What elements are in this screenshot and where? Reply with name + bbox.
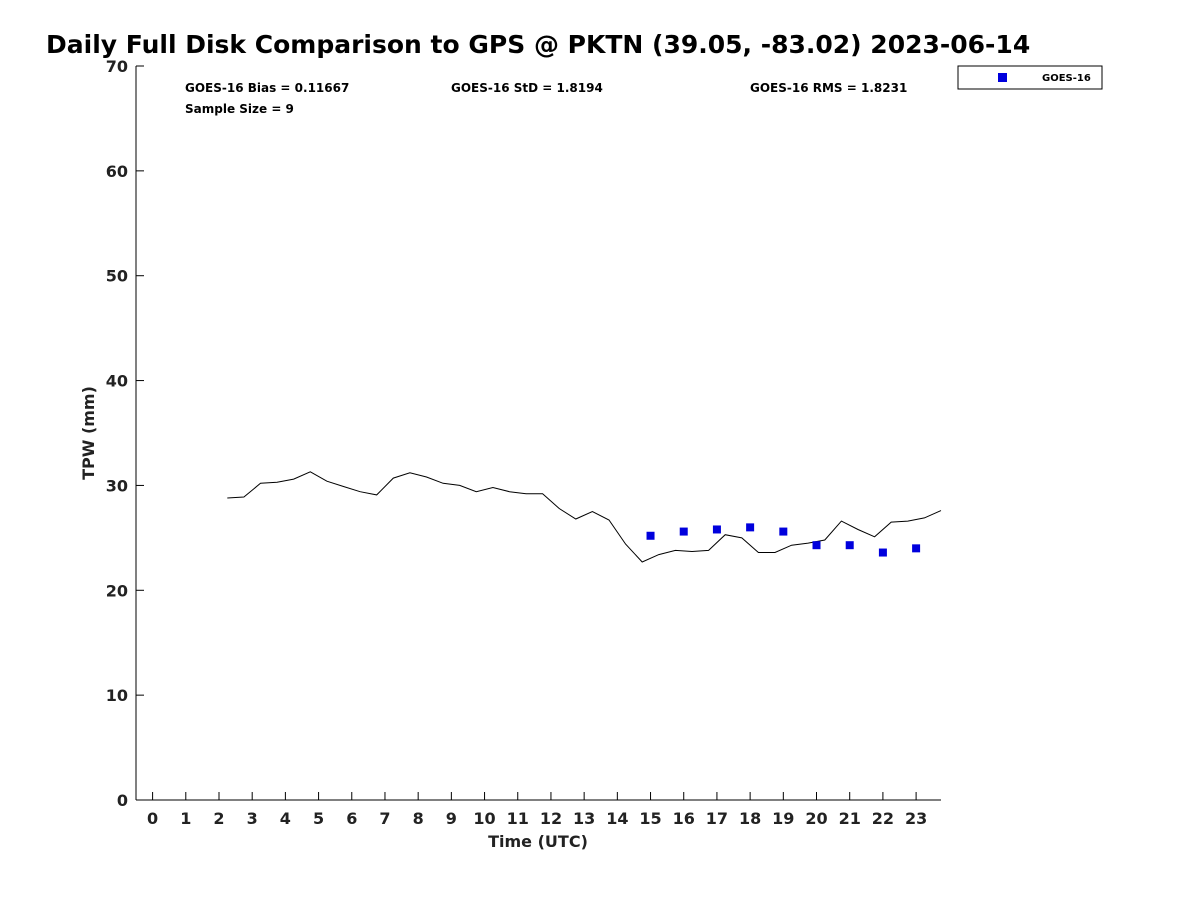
x-tick-label: 14 xyxy=(606,809,628,828)
goes-16-point xyxy=(779,527,788,536)
stat-sample-size: Sample Size = 9 xyxy=(185,102,294,116)
stat-std: GOES-16 StD = 1.8194 xyxy=(451,81,603,95)
x-tick-label: 7 xyxy=(379,809,390,828)
y-tick-label: 20 xyxy=(106,581,128,600)
y-tick-label: 70 xyxy=(106,57,128,76)
x-tick-label: 9 xyxy=(446,809,457,828)
x-tick-label: 18 xyxy=(739,809,761,828)
x-tick-label: 6 xyxy=(346,809,357,828)
goes-16-point xyxy=(845,541,854,550)
x-tick-label: 12 xyxy=(540,809,562,828)
y-tick-label: 10 xyxy=(106,686,128,705)
goes-16-point xyxy=(878,548,887,557)
x-tick-label: 22 xyxy=(872,809,894,828)
stat-bias: GOES-16 Bias = 0.11667 xyxy=(185,81,349,95)
stat-rms: GOES-16 RMS = 1.8231 xyxy=(750,81,907,95)
x-tick-label: 23 xyxy=(905,809,927,828)
legend-label-goes-16: GOES-16 xyxy=(1042,73,1091,84)
x-tick-label: 15 xyxy=(639,809,661,828)
x-tick-label: 1 xyxy=(180,809,191,828)
y-axis-title: TPW (mm) xyxy=(79,386,98,480)
goes-16-point xyxy=(646,531,655,540)
legend-box xyxy=(957,65,1103,90)
x-tick-label: 11 xyxy=(507,809,529,828)
x-axis-title: Time (UTC) xyxy=(488,832,588,851)
x-tick-label: 10 xyxy=(473,809,495,828)
x-tick-label: 13 xyxy=(573,809,595,828)
legend-marker-goes-16 xyxy=(998,73,1007,82)
y-tick-label: 50 xyxy=(106,267,128,286)
goes-16-point xyxy=(746,523,755,532)
y-tick-label: 30 xyxy=(106,476,128,495)
y-tick-label: 0 xyxy=(117,791,128,810)
x-tick-label: 4 xyxy=(280,809,291,828)
goes-16-point xyxy=(812,541,821,550)
x-tick-label: 5 xyxy=(313,809,324,828)
x-tick-label: 17 xyxy=(706,809,728,828)
x-tick-label: 21 xyxy=(839,809,861,828)
goes-16-point xyxy=(679,527,688,536)
x-tick-label: 0 xyxy=(147,809,158,828)
y-tick-label: 40 xyxy=(106,372,128,391)
x-tick-label: 20 xyxy=(805,809,827,828)
y-tick-label: 60 xyxy=(106,162,128,181)
x-tick-label: 16 xyxy=(673,809,695,828)
x-tick-label: 19 xyxy=(772,809,794,828)
x-tick-label: 3 xyxy=(247,809,258,828)
goes-16-point xyxy=(912,544,921,553)
goes-16-point xyxy=(712,525,721,534)
x-tick-label: 2 xyxy=(213,809,224,828)
x-tick-label: 8 xyxy=(413,809,424,828)
legend: GOES-16 xyxy=(957,65,1103,90)
chart-title: Daily Full Disk Comparison to GPS @ PKTN… xyxy=(46,30,1031,59)
gps-tpw-line xyxy=(227,471,942,563)
